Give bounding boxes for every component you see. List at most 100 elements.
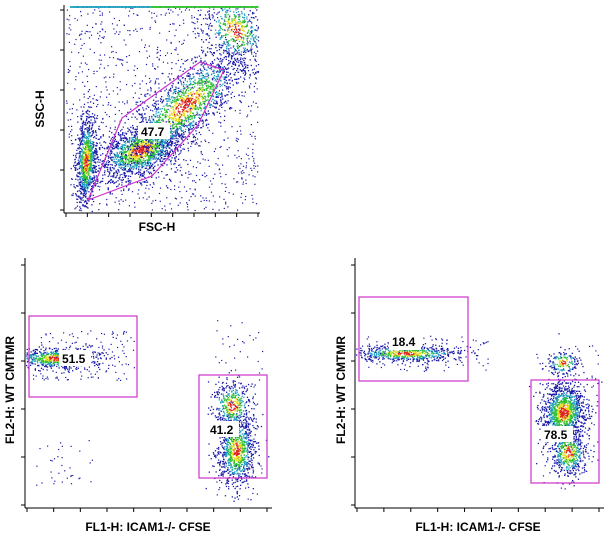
event-dot [114, 140, 116, 142]
event-dot [127, 180, 129, 183]
event-dot [84, 193, 87, 195]
event-dot [95, 86, 97, 88]
event-dot [174, 188, 176, 191]
event-dot [123, 157, 125, 159]
event-dot [213, 114, 215, 116]
event-dot [95, 23, 97, 25]
event-dot [228, 60, 230, 62]
event-dot [179, 202, 181, 204]
event-dot [147, 161, 149, 163]
event-dot [155, 154, 157, 156]
event-dot [240, 130, 242, 132]
event-dot [138, 147, 140, 149]
event-dot [85, 148, 87, 150]
event-dot [186, 97, 188, 100]
event-dot [187, 97, 189, 99]
event-dot [157, 144, 159, 147]
event-dot [94, 158, 96, 160]
event-dot [208, 80, 210, 83]
event-dot [111, 23, 114, 25]
event-dot [196, 72, 198, 74]
event-dot [251, 48, 253, 50]
event-dot [171, 101, 173, 103]
event-dot [189, 93, 191, 95]
event-dot [87, 142, 90, 144]
event-dot [75, 156, 77, 159]
event-dot [76, 201, 78, 204]
event-dot [190, 110, 192, 113]
event-dot [86, 127, 88, 129]
event-dot [82, 174, 84, 176]
event-dot [251, 69, 254, 71]
event-dot [92, 172, 94, 174]
event-dot [144, 93, 146, 95]
event-dot [219, 93, 221, 95]
event-dot [171, 157, 173, 159]
event-dot [151, 202, 153, 204]
event-dot [166, 39, 168, 41]
event-dot [195, 101, 197, 103]
event-dot [185, 100, 187, 102]
event-dot [224, 78, 226, 80]
event-dot [235, 139, 237, 141]
event-dot [108, 136, 110, 138]
event-dot [251, 194, 253, 196]
event-dot [108, 171, 110, 173]
event-dot [214, 78, 217, 80]
event-dot [87, 97, 89, 100]
event-dot [233, 11, 235, 13]
event-dot [85, 175, 87, 177]
event-dot [145, 187, 147, 189]
event-dot [88, 164, 90, 166]
event-dot [215, 100, 217, 102]
event-dot [179, 116, 182, 118]
event-dot [87, 147, 89, 150]
event-dot [77, 176, 79, 178]
event-dot [206, 99, 208, 102]
event-dot [241, 27, 243, 29]
event-dot [159, 152, 161, 154]
event-dot [155, 100, 157, 102]
event-dot [197, 69, 199, 72]
event-dot [118, 166, 120, 169]
event-dot [155, 177, 157, 179]
event-dot [241, 44, 243, 46]
event-dot [216, 94, 218, 96]
event-dot [175, 108, 177, 110]
event-dot [247, 147, 249, 149]
event-dot [125, 132, 128, 135]
event-dot [99, 96, 101, 98]
event-dot [151, 117, 153, 119]
event-dot [166, 197, 168, 199]
event-dot [158, 59, 160, 61]
event-dot [161, 149, 164, 151]
event-dot [135, 101, 137, 103]
event-dot [78, 190, 80, 192]
event-dot [89, 180, 92, 182]
event-dot [140, 121, 143, 123]
event-dot [120, 199, 122, 201]
event-dot [150, 87, 152, 89]
event-dot [252, 148, 254, 151]
event-dot [91, 156, 93, 158]
event-dot [81, 182, 83, 184]
event-dot [108, 93, 110, 95]
event-dot [82, 153, 84, 155]
event-dot [137, 162, 139, 164]
event-dot [191, 140, 194, 143]
event-dot [84, 180, 86, 182]
event-dot [180, 66, 182, 68]
event-dot [155, 111, 157, 113]
event-dot [157, 108, 159, 110]
event-dot [179, 152, 181, 154]
event-dot [177, 110, 180, 112]
event-dot [149, 81, 151, 83]
event-dot [78, 196, 80, 198]
event-dot [227, 137, 229, 139]
event-dot [234, 63, 236, 65]
event-dot [170, 132, 172, 134]
event-dot [174, 92, 177, 95]
event-dot [142, 101, 144, 103]
event-dot [224, 81, 226, 83]
event-dot [148, 149, 150, 151]
